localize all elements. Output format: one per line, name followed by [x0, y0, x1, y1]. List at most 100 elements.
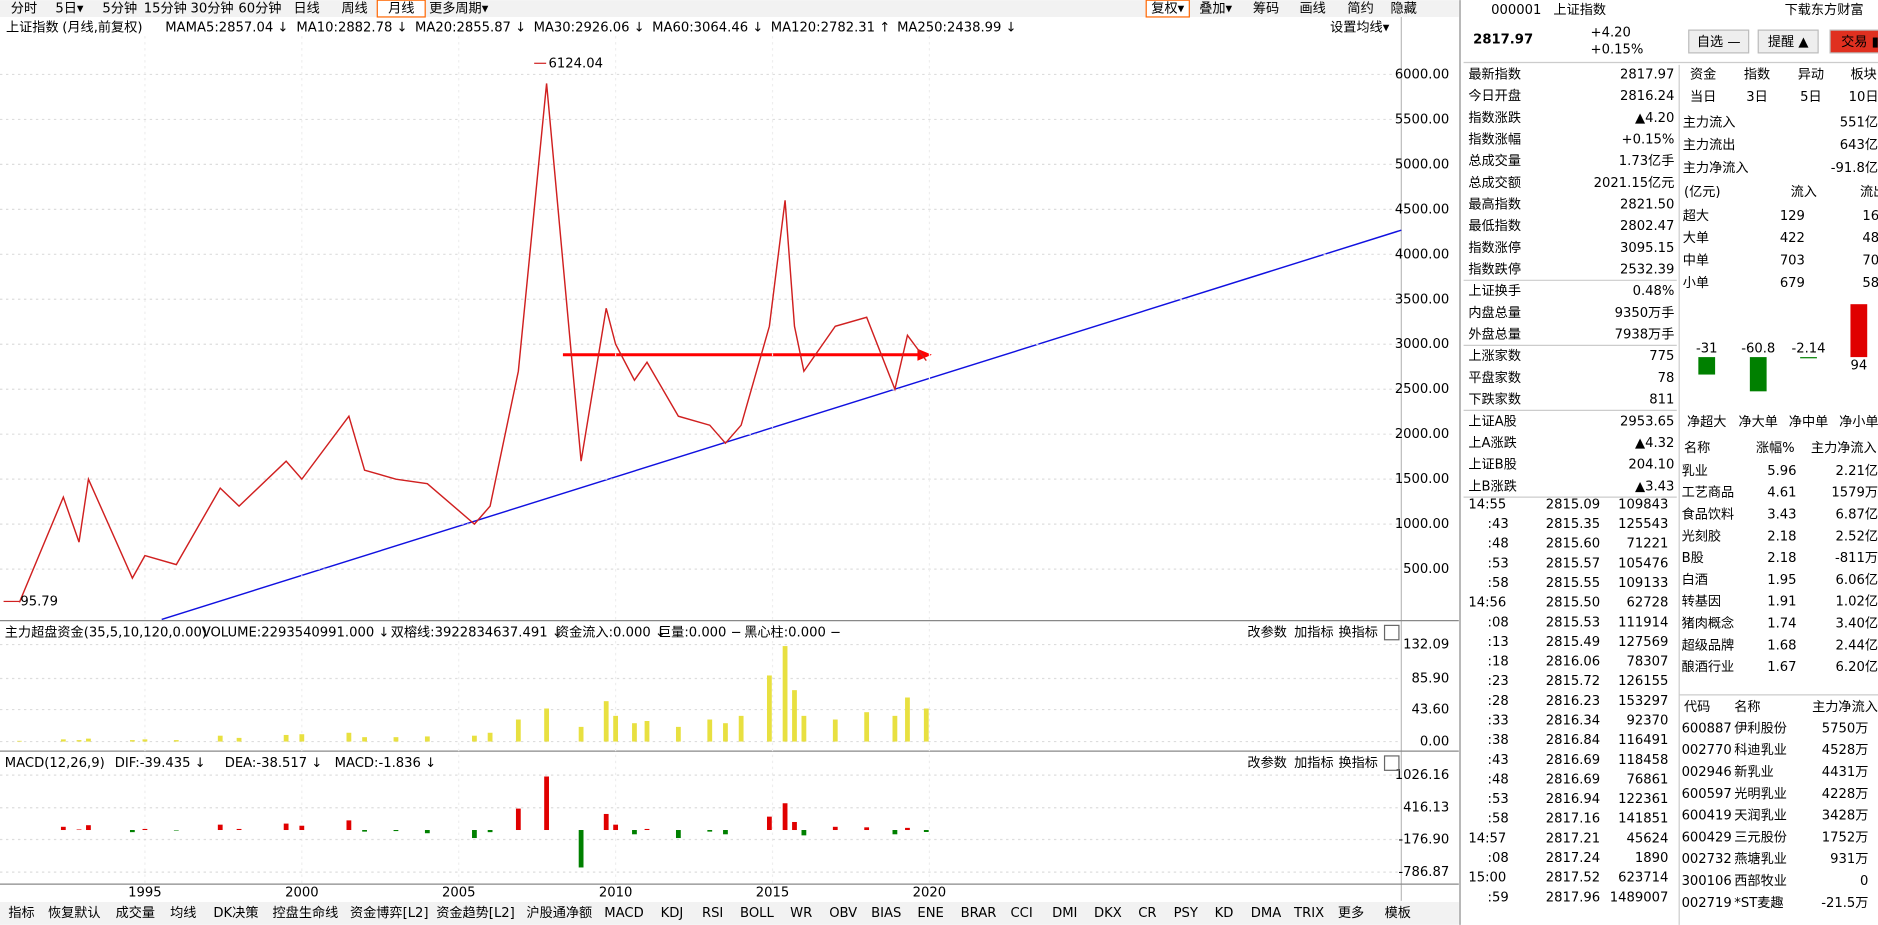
y-tick-label: 1500.00: [1395, 472, 1449, 487]
indicator-tab[interactable]: PSY: [1174, 906, 1199, 921]
table-header: 流入: [1791, 184, 1817, 200]
button[interactable]: [1688, 29, 1750, 54]
indicator-tab[interactable]: 恢复默认: [48, 905, 101, 921]
indicator-tab[interactable]: BRAR: [961, 906, 997, 921]
fund-tab[interactable]: 资金: [1690, 66, 1716, 82]
period-tab[interactable]: 月线: [388, 1, 414, 17]
period-tab[interactable]: 5分钟: [102, 0, 137, 17]
indicator-tab[interactable]: DK决策: [213, 904, 258, 921]
button-label[interactable]: 自选 —: [1697, 34, 1741, 50]
volume-bar: [346, 732, 352, 742]
period-tab[interactable]: 分时: [11, 1, 37, 17]
period-tab[interactable]: 5日▾: [55, 2, 84, 17]
period-tab[interactable]: 5日: [1800, 90, 1822, 105]
inflow: 129: [1780, 209, 1805, 224]
peak-label: 6124.04: [549, 56, 603, 71]
indicator-tab[interactable]: 更多: [1338, 904, 1364, 921]
inflow: 422: [1780, 231, 1805, 246]
period-tab[interactable]: 30分钟: [190, 0, 233, 17]
y-tick-label: 500.00: [1403, 562, 1449, 577]
panel-button[interactable]: 改参数: [1247, 624, 1286, 641]
indicator-tab[interactable]: BOLL: [740, 906, 774, 921]
period-tab[interactable]: 60分钟: [238, 0, 281, 17]
stock-name: 三元股份: [1734, 829, 1787, 845]
download-link[interactable]: 下载东方财富: [1785, 1, 1864, 18]
indicator-tab[interactable]: 成交量: [116, 904, 155, 921]
indicator-tab[interactable]: DMI: [1052, 906, 1077, 921]
tool-button[interactable]: 叠加▾: [1199, 1, 1232, 17]
tool-button[interactable]: 简约: [1347, 0, 1373, 17]
fund-tab[interactable]: 指数: [1744, 66, 1770, 82]
x-tick-label: 2020: [913, 885, 946, 900]
panel-button[interactable]: 加指标: [1294, 755, 1333, 771]
stat-label: 上证A股: [1468, 413, 1516, 429]
indicator-tab[interactable]: 均线: [170, 905, 196, 921]
tool-button[interactable]: 画线: [1300, 1, 1326, 17]
close-button[interactable]: [1383, 624, 1400, 641]
button[interactable]: [1829, 29, 1878, 54]
settings-button[interactable]: 设置均线▾: [1330, 20, 1390, 36]
indicator-tab[interactable]: 沪股通净额: [526, 905, 592, 921]
button-label[interactable]: 交易 ▮: [1841, 33, 1878, 50]
indicator-tab[interactable]: 模板: [1385, 905, 1411, 921]
indicator-tab[interactable]: 资金趋势[L2]: [436, 905, 515, 921]
indicator-tab[interactable]: ENE: [917, 906, 943, 921]
indicator-tab[interactable]: 指标: [8, 905, 34, 921]
macd-bar: [832, 826, 838, 831]
indicator-tab[interactable]: 控盘生命线: [273, 904, 339, 921]
button-label[interactable]: 提醒 ▲: [1768, 34, 1809, 50]
volume-bar: [393, 737, 399, 742]
panel-button[interactable]: 加指标: [1294, 625, 1333, 641]
volume-bar: [644, 721, 650, 742]
panel-button[interactable]: 改参数: [1247, 754, 1286, 771]
fund-label: 主力净流入: [1683, 160, 1749, 176]
indicator-tab[interactable]: WR: [790, 906, 812, 921]
macd-bar: [472, 830, 477, 839]
indicator-tab[interactable]: CR: [1138, 906, 1156, 921]
panel-button[interactable]: 换指标: [1338, 755, 1377, 771]
tool-button[interactable]: 隐藏: [1391, 1, 1417, 17]
stock-name: 新乳业: [1734, 764, 1773, 780]
indicator-tab[interactable]: DKX: [1094, 906, 1122, 921]
y-tick-label: 416.13: [1403, 801, 1449, 816]
active-tab: [376, 0, 426, 18]
period-tab[interactable]: 15分钟: [144, 0, 187, 17]
indicator-tab[interactable]: BIAS: [871, 906, 901, 921]
tool-button[interactable]: 复权▾: [1151, 0, 1184, 17]
indicator-tab[interactable]: DMA: [1251, 906, 1281, 921]
close-button[interactable]: [1383, 755, 1400, 771]
indicator-tab[interactable]: RSI: [702, 906, 723, 921]
period-tab[interactable]: 3日: [1746, 90, 1768, 105]
macd-bar: [578, 830, 584, 868]
volume-bar: [472, 735, 477, 742]
fund-tab[interactable]: 异动: [1798, 66, 1824, 82]
y-tick-label: 3000.00: [1395, 337, 1449, 352]
volume-bar: [86, 738, 91, 742]
period-tab[interactable]: 周线: [341, 1, 367, 17]
table-header: 代码: [1684, 699, 1710, 715]
indicator-tab[interactable]: TRIX: [1293, 906, 1324, 921]
period-tab[interactable]: 10日: [1849, 90, 1878, 105]
period-tab[interactable]: 日线: [293, 1, 319, 17]
panel-button[interactable]: 换指标: [1338, 625, 1377, 641]
tool-button[interactable]: 筹码: [1253, 0, 1279, 17]
period-tab[interactable]: 更多周期▾: [429, 0, 489, 17]
stock-flow: 0: [1860, 874, 1868, 889]
button[interactable]: [1757, 29, 1819, 54]
indicator-tab[interactable]: MACD: [604, 906, 643, 921]
indicator-tab[interactable]: CCI: [1011, 906, 1033, 921]
stat-label: 外盘总量: [1468, 326, 1521, 343]
stock-name: 天润乳业: [1734, 808, 1787, 824]
indicator-tab[interactable]: OBV: [829, 906, 857, 921]
x-tick-label: 2010: [599, 885, 632, 900]
fund-tab[interactable]: 板块: [1850, 66, 1876, 82]
indicator-tab[interactable]: 资金博弈[L2]: [350, 905, 429, 921]
tick-volume: 122361: [1618, 792, 1668, 807]
x-tick-label: 2000: [285, 885, 318, 900]
tick-time: :48: [1488, 537, 1509, 552]
volume-bar: [424, 736, 430, 742]
y-tick-label: 2500.00: [1395, 382, 1449, 397]
indicator-tab[interactable]: KDJ: [661, 906, 684, 921]
indicator-tab[interactable]: KD: [1215, 906, 1234, 921]
period-tab[interactable]: 当日: [1690, 89, 1716, 105]
